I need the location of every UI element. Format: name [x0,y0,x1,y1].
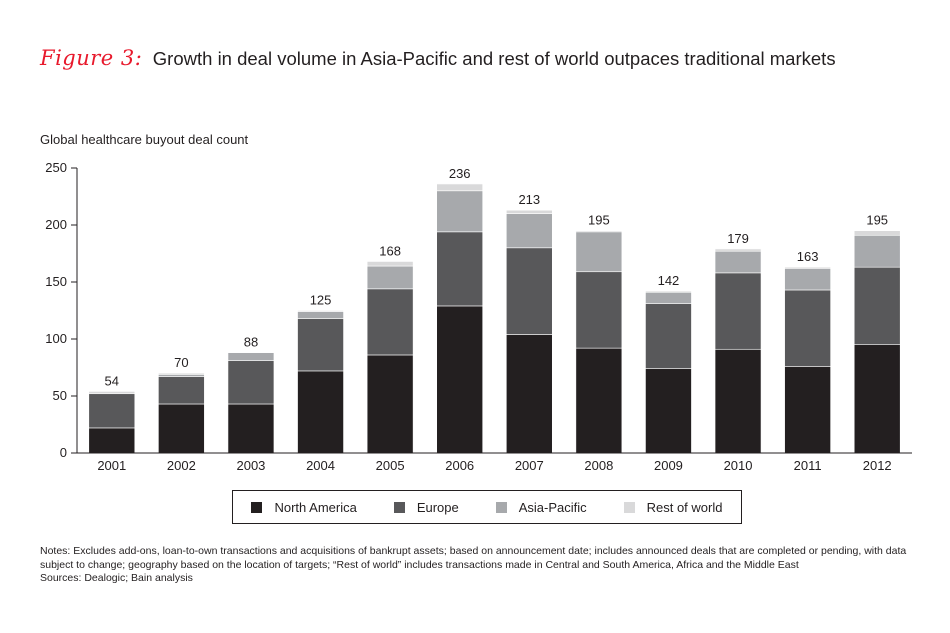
bar-europe-2010 [714,272,762,350]
legend-label-north-america: North America [274,499,357,515]
x-tick-label-2009: 2009 [654,458,683,473]
bar-rest-of-world-2004 [297,310,344,312]
x-tick-label-2011: 2011 [794,458,822,473]
y-tick-label-200: 200 [45,217,67,232]
bar-europe-2012 [853,266,901,345]
bar-asia-pacific-2011 [784,268,831,291]
bar-asia-pacific-2009 [645,291,692,304]
sources-text: Sources: Dealogic; Bain analysis [40,572,193,584]
total-label-2011: 163 [797,249,819,264]
bar-europe-2009 [645,303,692,369]
bar-north-america-2012 [853,344,901,454]
bar-asia-pacific-2003 [227,352,275,361]
total-label-2008: 195 [588,213,610,228]
total-label-2001: 54 [105,373,119,388]
bar-rest-of-world-2008 [575,230,623,233]
y-tick-label-100: 100 [45,331,67,346]
x-tick-label-2006: 2006 [445,458,474,473]
legend-swatch-asia-pacific [495,501,507,513]
bar-europe-2002 [158,376,205,405]
total-label-2010: 179 [727,231,749,246]
bar-rest-of-world-2006 [436,183,484,192]
bar-europe-2001 [88,393,136,429]
legend-swatch-north-america [251,501,263,513]
bar-north-america-2005 [366,354,414,454]
bar-asia-pacific-2008 [575,231,623,273]
figure-label: Figure 3: [40,46,143,70]
bar-asia-pacific-2002 [158,374,205,377]
bar-europe-2008 [575,271,623,349]
bar-asia-pacific-2010 [714,250,762,274]
x-tick-label-2007: 2007 [515,458,544,473]
notes-text: Notes: Excludes add-ons, loan-to-own tra… [40,545,907,571]
total-label-2006: 236 [449,166,471,181]
y-tick-label-150: 150 [45,274,67,289]
chart-notes: Notes: Excludes add-ons, loan-to-own tra… [40,545,920,586]
total-label-2012: 195 [866,213,888,228]
x-tick-label-2010: 2010 [724,458,753,473]
bar-rest-of-world-2010 [714,248,762,252]
bar-rest-of-world-2009 [645,290,692,293]
total-label-2005: 168 [379,243,401,258]
figure-title-row: Figure 3: Growth in deal volume in Asia-… [40,46,836,70]
bar-europe-2011 [784,289,831,367]
x-tick-label-2001: 2001 [97,458,126,473]
legend-swatch-europe [393,501,405,513]
x-tick-label-2005: 2005 [376,458,405,473]
bar-north-america-2008 [575,347,623,454]
bar-rest-of-world-2007 [505,209,553,214]
bar-asia-pacific-2004 [297,311,344,319]
x-tick-label-2002: 2002 [167,458,196,473]
y-tick-label-0: 0 [60,445,67,460]
bar-north-america-2010 [714,348,762,454]
legend-item-europe: Europe [393,499,459,515]
bar-north-america-2007 [505,334,553,454]
figure-title: Growth in deal volume in Asia-Pacific an… [152,48,836,69]
bar-chart: 0 50 100 150 200 250 54 2001 70 2002 88 2003 125 2004… [45,160,912,473]
bar-rest-of-world-2001 [88,391,136,395]
bar-rest-of-world-2005 [366,261,414,267]
total-label-2009: 142 [658,273,680,288]
legend-label-europe: Europe [416,499,459,515]
bar-north-america-2002 [158,403,205,454]
bar-north-america-2009 [645,368,692,454]
legend-label-rest-of-world: Rest of world [646,499,723,515]
bar-north-america-2003 [227,403,275,454]
x-tick-label-2012: 2012 [863,458,892,473]
legend-item-rest-of-world: Rest of world [623,499,723,515]
bar-asia-pacific-2006 [436,190,484,233]
bar-rest-of-world-2011 [784,266,831,269]
total-label-2003: 88 [244,335,258,350]
total-label-2004: 125 [310,293,332,308]
y-tick-label-50: 50 [53,388,67,403]
total-label-2007: 213 [518,192,540,207]
bar-north-america-2011 [784,366,831,454]
x-tick-label-2004: 2004 [306,458,335,473]
bar-asia-pacific-2007 [505,213,553,249]
bar-north-america-2001 [88,427,136,454]
total-label-2002: 70 [174,355,188,370]
bar-rest-of-world-2012 [853,230,901,236]
legend-swatch-rest-of-world [623,501,635,513]
bar-europe-2003 [227,360,275,405]
bar-north-america-2004 [297,370,344,454]
bar-asia-pacific-2005 [366,265,414,290]
legend-item-north-america: North America [251,499,357,515]
y-axis-label: Global healthcare buyout deal count [40,132,249,147]
x-tick-label-2003: 2003 [236,458,265,473]
chart-legend: North America Europe Asia-Pacific Rest o… [232,490,742,524]
bar-europe-2006 [436,231,484,307]
legend-item-asia-pacific: Asia-Pacific [495,499,587,515]
x-tick-label-2008: 2008 [584,458,613,473]
bar-europe-2004 [297,318,344,372]
bar-north-america-2006 [436,305,484,454]
legend-label-asia-pacific: Asia-Pacific [518,499,587,515]
bar-europe-2005 [366,288,414,356]
y-tick-label-250: 250 [45,160,67,175]
bar-asia-pacific-2012 [853,234,901,268]
bar-europe-2007 [505,247,553,335]
bar-rest-of-world-2002 [158,372,205,375]
